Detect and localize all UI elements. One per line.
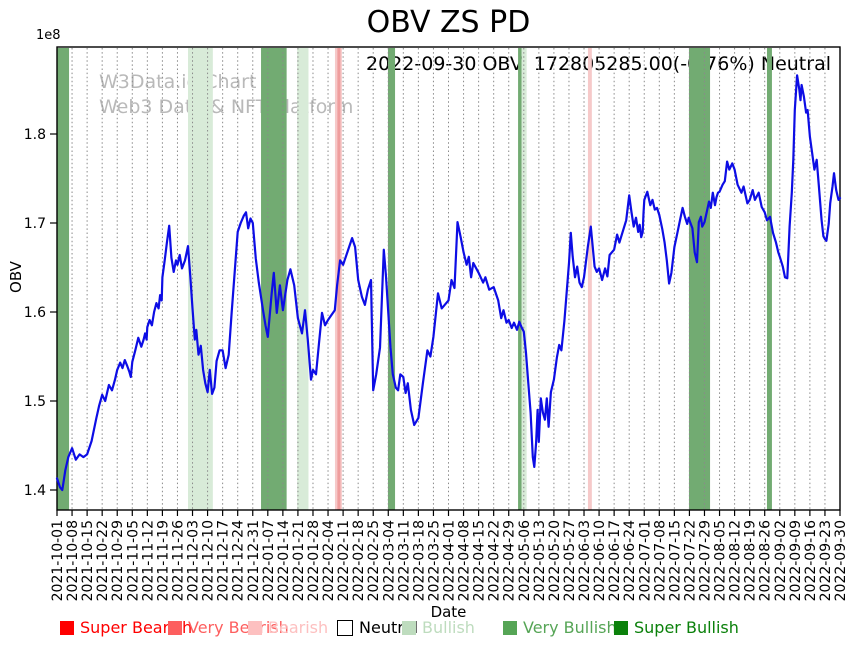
x-tick-label: 2022-03-04	[381, 520, 397, 601]
legend-swatch	[60, 620, 74, 635]
x-tick-label: 2021-12-24	[231, 520, 247, 601]
y-axis-offset-label: 1e8	[36, 28, 61, 43]
y-tick-label: 1.8	[24, 127, 46, 143]
x-tick-label: 2022-03-25	[426, 520, 442, 601]
legend-item-very-bearish: Very Bearish	[168, 618, 289, 637]
x-tick-label: 2022-08-05	[713, 520, 729, 601]
x-tick-label: 2022-08-19	[743, 520, 759, 601]
x-tick-label: 2022-06-03	[577, 520, 593, 601]
legend-swatch	[402, 620, 416, 635]
x-tick-label: 2022-04-01	[442, 520, 458, 601]
x-tick-label: 2022-05-20	[547, 520, 563, 601]
x-tick-label: 2022-04-08	[457, 520, 473, 601]
legend-item-bullish: Bullish	[402, 618, 475, 637]
x-tick-label: 2022-09-30	[833, 520, 849, 601]
x-tick-label: 2022-01-21	[291, 520, 307, 601]
x-tick-label: 2021-10-22	[95, 520, 111, 601]
legend-label: Bullish	[422, 618, 475, 637]
x-axis-title: Date	[430, 603, 467, 621]
x-tick-label: 2022-05-13	[532, 520, 548, 601]
legend-label: Super Bullish	[634, 618, 739, 637]
x-tick-label: 2022-02-18	[351, 520, 367, 601]
x-tick-label: 2021-10-01	[50, 520, 66, 601]
chart-subtitle: 2022-09-30 OBV: 172805285.00(-0.76%) Neu…	[366, 53, 831, 75]
legend-label: Super Bearish	[80, 618, 193, 637]
signal-band	[387, 48, 396, 510]
x-tick-label: 2022-05-06	[517, 520, 533, 601]
x-tick-label: 2022-08-12	[728, 520, 744, 601]
x-tick-label: 2022-01-07	[261, 520, 277, 601]
x-tick-label: 2022-07-01	[637, 520, 653, 601]
signal-band	[688, 48, 711, 510]
legend-label: Very Bearish	[188, 618, 289, 637]
y-tick-label: 1.6	[24, 305, 46, 321]
y-tick-label: 1.5	[24, 394, 46, 410]
x-tick-label: 2022-02-25	[366, 520, 382, 601]
legend-swatch	[248, 620, 262, 635]
x-tick-label: 2022-07-22	[682, 520, 698, 601]
x-tick-label: 2022-07-29	[697, 520, 713, 601]
x-tick-label: 2022-02-04	[321, 520, 337, 601]
x-tick-label: 2022-01-28	[306, 520, 322, 601]
x-tick-label: 2022-09-23	[818, 520, 834, 601]
legend-swatch	[503, 620, 517, 635]
obv-line	[55, 74, 842, 492]
legend-label: Bearish	[268, 618, 329, 637]
legend-swatch	[168, 620, 182, 635]
x-tick-label: 2022-07-15	[667, 520, 683, 601]
x-tick-label: 2021-10-08	[65, 520, 81, 601]
x-tick-label: 2022-04-29	[502, 520, 518, 601]
signal-band	[518, 48, 522, 510]
x-tick-label: 2022-05-27	[562, 520, 578, 601]
x-tick-label: 2022-02-11	[336, 520, 352, 601]
x-tick-label: 2022-06-10	[592, 520, 608, 601]
signal-band	[297, 48, 309, 510]
signal-legend: Super Bearish Very Bearish Bearish Neutral B…	[0, 618, 853, 642]
x-tick-label: 2021-12-17	[216, 520, 232, 601]
plot-frame	[56, 46, 841, 511]
signal-band	[57, 48, 70, 510]
x-tick-label: 2022-03-18	[411, 520, 427, 601]
legend-item-super-bullish: Super Bullish	[614, 618, 739, 637]
x-tick-label: 2022-09-02	[773, 520, 789, 601]
legend-swatch	[337, 619, 353, 636]
signal-band	[766, 48, 772, 510]
x-tick-label: 2022-06-24	[622, 520, 638, 601]
x-tick-label: 2021-10-15	[80, 520, 96, 601]
x-tick-label: 2021-12-31	[246, 520, 262, 601]
x-tick-label: 2021-11-19	[155, 520, 171, 601]
legend-swatch	[614, 620, 628, 635]
x-tick-label: 2022-06-17	[607, 520, 623, 601]
x-tick-label: 2021-11-05	[125, 520, 141, 601]
signal-band	[587, 48, 592, 510]
signal-band	[188, 48, 213, 510]
x-tick-label: 2022-07-08	[652, 520, 668, 601]
x-tick-label: 2022-03-11	[396, 520, 412, 601]
legend-item-very-bullish: Very Bullish	[503, 618, 617, 637]
x-tick-label: 2021-10-29	[110, 520, 126, 601]
y-tick-label: 1.4	[24, 483, 46, 499]
x-tick-label: 2021-11-26	[170, 520, 186, 601]
x-tick-label: 2022-09-09	[788, 520, 804, 601]
x-tick-label: 2021-11-12	[140, 520, 156, 601]
x-tick-label: 2022-04-15	[472, 520, 488, 601]
x-tick-label: 2022-08-26	[758, 520, 774, 601]
y-tick-label: 1.7	[24, 216, 46, 232]
x-tick-label: 2022-04-22	[487, 520, 503, 601]
x-tick-label: 2022-09-16	[803, 520, 819, 601]
legend-label: Very Bullish	[523, 618, 617, 637]
page-title: OBV ZS PD	[366, 5, 531, 40]
x-tick-label: 2021-12-10	[201, 520, 217, 601]
legend-item-super-bearish: Super Bearish	[60, 618, 192, 637]
x-tick-label: 2022-01-14	[276, 520, 292, 601]
legend-item-bearish: Bearish	[248, 618, 328, 637]
x-tick-label: 2021-12-03	[186, 520, 202, 601]
